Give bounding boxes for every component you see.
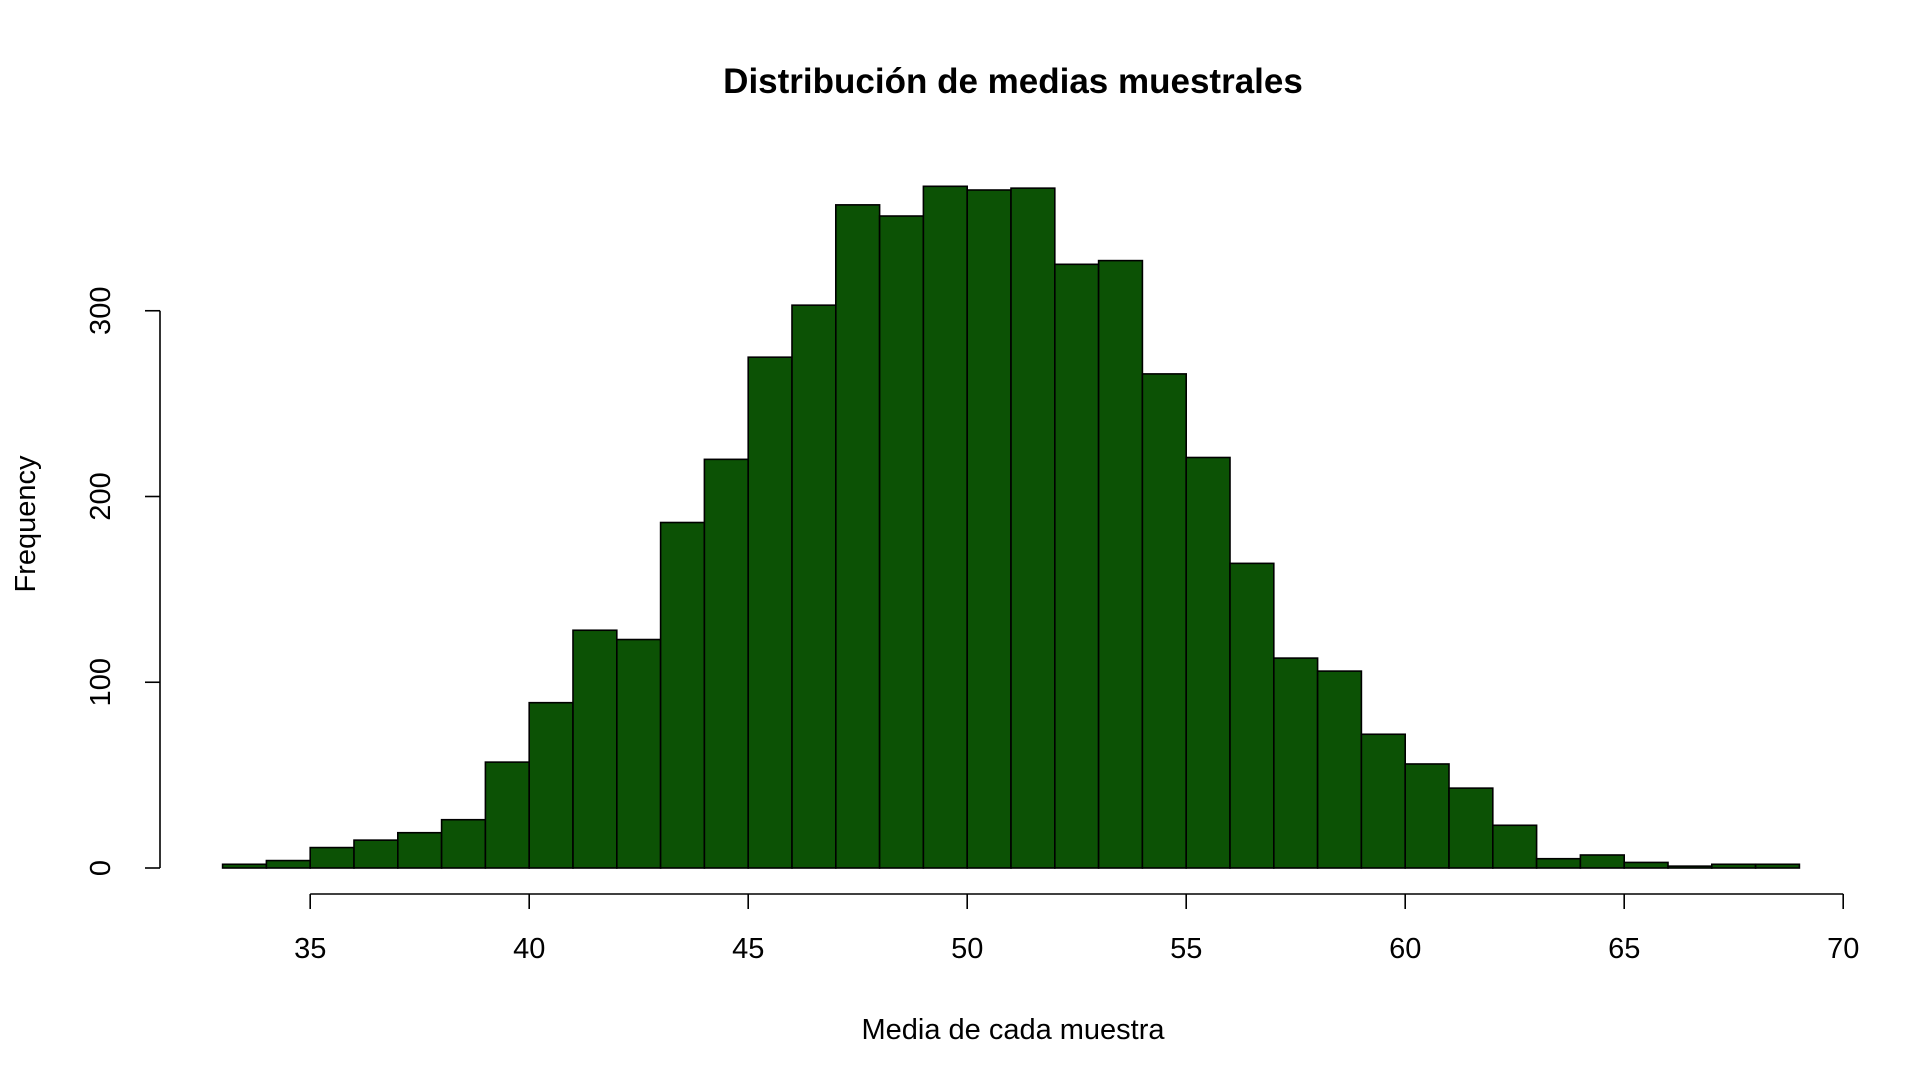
histogram-bar-1 [265, 859, 311, 869]
histogram-bar-26 [1360, 733, 1407, 869]
histogram-bar-29 [1492, 824, 1538, 869]
histogram-bar-33 [1667, 865, 1713, 869]
histogram-bar-11 [703, 458, 750, 869]
histogram-bar-16 [922, 185, 969, 869]
histogram-bar-14 [834, 204, 881, 869]
histogram-bar-13 [791, 304, 837, 869]
histogram-bar-24 [1273, 657, 1319, 869]
chart-title: Distribución de medias muestrales [723, 62, 1303, 101]
histogram-bar-5 [440, 818, 487, 869]
x-tick-label: 55 [1170, 933, 1202, 965]
histogram-bar-6 [484, 761, 530, 869]
y-tick-label: 0 [85, 860, 117, 876]
histogram-bar-35 [1754, 863, 1801, 869]
y-axis-label: Frequency [10, 455, 42, 593]
histogram-bar-10 [659, 521, 706, 869]
y-tick-label: 300 [85, 287, 117, 335]
y-tick-label: 100 [85, 658, 117, 706]
histogram-bar-20 [1097, 259, 1144, 869]
histogram-bar-23 [1229, 562, 1275, 869]
histogram-bar-12 [747, 356, 793, 869]
x-axis: 35 40 45 50 55 60 65 70 [294, 893, 1859, 965]
histogram-bar-17 [966, 189, 1012, 869]
x-tick-label: 35 [294, 933, 326, 965]
histogram-bar-22 [1185, 456, 1231, 869]
histogram-bar-25 [1316, 670, 1363, 869]
histogram-bar-4 [396, 831, 443, 869]
x-tick-label: 50 [951, 933, 983, 965]
y-axis: 0 100 200 300 [85, 287, 161, 876]
histogram-bar-15 [878, 215, 925, 869]
histogram-bar-18 [1010, 187, 1056, 869]
histogram-bar-19 [1054, 263, 1100, 869]
histogram-bar-8 [572, 629, 618, 869]
histogram-bar-21 [1141, 373, 1188, 869]
histogram-bar-31 [1579, 854, 1626, 869]
histogram-bars [221, 185, 1801, 869]
x-tick-label: 40 [513, 933, 545, 965]
histogram-bar-9 [615, 638, 662, 869]
histogram-bar-2 [309, 846, 355, 869]
histogram-bar-0 [221, 863, 268, 869]
histogram-bar-32 [1623, 861, 1669, 869]
x-tick-label: 60 [1389, 933, 1421, 965]
x-tick-label: 65 [1608, 933, 1640, 965]
histogram-bar-30 [1535, 857, 1582, 869]
x-tick-label: 45 [732, 933, 764, 965]
histogram-bar-3 [353, 839, 399, 869]
histogram-bar-28 [1448, 787, 1494, 869]
histogram-bar-34 [1711, 863, 1757, 869]
y-tick-label: 200 [85, 472, 117, 520]
histogram-bar-7 [528, 701, 574, 869]
histogram-bar-27 [1404, 763, 1450, 869]
x-tick-label: 70 [1827, 933, 1859, 965]
x-axis-label: Media de cada muestra [861, 1014, 1165, 1046]
